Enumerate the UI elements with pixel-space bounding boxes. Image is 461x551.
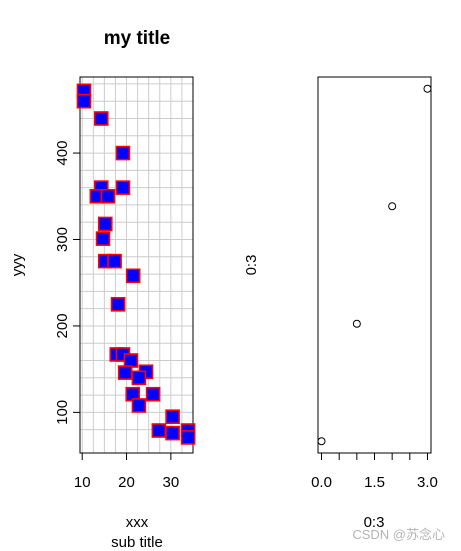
data-point [123, 353, 139, 368]
data-point [97, 216, 113, 232]
right-scatter-plot: 0.0 1.5 3.0 0:3 0:3 [243, 76, 438, 531]
data-point [165, 425, 180, 441]
data-point [165, 409, 180, 424]
x-axis-label: 0:3 [364, 514, 385, 531]
x-tick-label: 30 [162, 474, 179, 491]
x-tick-label: 0.0 [311, 474, 332, 491]
data-point [107, 253, 122, 269]
x-tick-label: 10 [74, 474, 91, 491]
x-axis: 10 20 30 [74, 453, 179, 491]
x-tick-label: 1.5 [364, 474, 385, 491]
data-point [125, 268, 141, 284]
left-scatter-plot: my title 10 20 30 100 200 300 400 xxx sub tit… [9, 28, 196, 551]
chart-title: my title [104, 28, 171, 49]
x-axis: 0.0 1.5 3.0 [311, 453, 438, 491]
y-axis-label: 0:3 [243, 255, 260, 276]
plot-frame [317, 76, 432, 454]
data-point [93, 111, 109, 126]
y-tick-label: 300 [54, 227, 71, 252]
data-point [423, 84, 432, 93]
y-tick-label: 200 [54, 313, 71, 338]
y-tick-label: 400 [54, 141, 71, 166]
data-point [131, 398, 147, 413]
chart-subtitle: sub title [111, 534, 163, 551]
watermark-text: CSDN @苏念心 [352, 527, 445, 542]
data-points [317, 84, 432, 446]
x-tick-label: 20 [118, 474, 135, 491]
plot-frame [79, 76, 194, 454]
data-point [95, 231, 111, 246]
data-point [115, 180, 131, 195]
x-axis-label: xxx [126, 514, 149, 531]
data-point [100, 188, 116, 204]
y-axis: 100 200 300 400 [54, 141, 80, 425]
y-axis-label: yyy [9, 253, 26, 276]
data-point [352, 319, 361, 328]
data-point [115, 145, 131, 161]
data-point [131, 370, 147, 386]
data-point [317, 437, 326, 446]
x-tick-label: 3.0 [417, 474, 438, 491]
data-point [76, 93, 92, 109]
y-tick-label: 100 [54, 400, 71, 425]
data-point [110, 297, 126, 312]
data-points [76, 83, 196, 445]
data-point [388, 202, 397, 211]
data-point [180, 430, 196, 445]
data-point [151, 423, 167, 438]
data-point [117, 365, 133, 380]
data-point [145, 386, 161, 402]
